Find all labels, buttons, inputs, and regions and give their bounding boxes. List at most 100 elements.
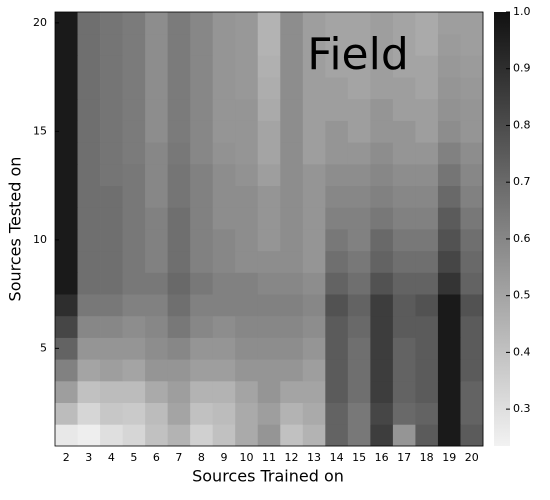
heatmap-cell <box>100 185 123 208</box>
heatmap-cell <box>257 250 281 273</box>
heatmap-cell <box>302 337 326 360</box>
heatmap-cell <box>190 250 214 273</box>
heatmap-cell <box>55 294 78 317</box>
heatmap-cell <box>370 12 394 35</box>
heatmap-cell <box>392 380 416 403</box>
heatmap-cell <box>190 120 214 143</box>
heatmap-cell <box>235 185 259 208</box>
heatmap-cell <box>257 424 281 447</box>
heatmap-cell <box>347 77 371 100</box>
heatmap-cell <box>302 120 326 143</box>
heatmap-cell <box>145 250 169 273</box>
heatmap-cell <box>122 272 146 295</box>
heatmap-cell <box>437 77 461 100</box>
heatmap-cell <box>77 98 101 121</box>
heatmap-cell <box>212 55 236 78</box>
heatmap-cell <box>190 55 214 78</box>
heatmap-cell <box>212 294 236 317</box>
heatmap-cell <box>257 163 281 186</box>
heatmap-cell <box>235 98 259 121</box>
heatmap-cell <box>122 250 146 273</box>
heatmap-cell <box>370 77 394 100</box>
heatmap-cell <box>55 55 78 78</box>
heatmap-cell <box>415 250 439 273</box>
heatmap-cell <box>55 163 78 186</box>
heatmap-cell <box>55 185 78 208</box>
heatmap-cell <box>370 315 394 338</box>
heatmap-cell <box>167 359 191 382</box>
heatmap-cell <box>370 272 394 295</box>
heatmap-cell <box>235 359 259 382</box>
heatmap-cell <box>257 207 281 230</box>
heatmap-cell <box>55 142 78 165</box>
heatmap-cell <box>437 424 461 447</box>
heatmap-cell <box>325 55 349 78</box>
heatmap-cell <box>392 55 416 78</box>
heatmap-cell <box>392 250 416 273</box>
heatmap-cell <box>212 33 236 56</box>
heatmap-cell <box>280 12 304 35</box>
heatmap-cell <box>437 185 461 208</box>
heatmap-cell <box>392 359 416 382</box>
colorbar-tick-label: 0.9 <box>513 62 531 75</box>
heatmap-cell <box>392 294 416 317</box>
heatmap-cell <box>280 33 304 56</box>
heatmap-cell <box>280 207 304 230</box>
heatmap-cell <box>167 163 191 186</box>
heatmap-cell <box>235 402 259 425</box>
heatmap-cell <box>325 185 349 208</box>
heatmap-cell <box>415 12 439 35</box>
heatmap-cell <box>437 402 461 425</box>
heatmap-cell <box>325 359 349 382</box>
heatmap-cell <box>415 402 439 425</box>
x-tick-label: 9 <box>220 451 227 464</box>
heatmap-cell <box>100 315 123 338</box>
heatmap-cell <box>325 380 349 403</box>
heatmap-cell <box>77 380 101 403</box>
heatmap-cell <box>122 77 146 100</box>
heatmap-cell <box>347 424 371 447</box>
heatmap-cell <box>325 207 349 230</box>
heatmap-cell <box>212 315 236 338</box>
heatmap-cell <box>100 142 123 165</box>
heatmap-cell <box>167 380 191 403</box>
heatmap-cell <box>235 33 259 56</box>
heatmap-cell <box>122 315 146 338</box>
heatmap-cell <box>437 55 461 78</box>
heatmap-cell <box>415 142 439 165</box>
heatmap-cell <box>460 359 484 382</box>
heatmap-cell <box>280 294 304 317</box>
heatmap-cell <box>167 402 191 425</box>
heatmap-cell <box>122 380 146 403</box>
heatmap-cell <box>122 294 146 317</box>
heatmap-cell <box>55 33 78 56</box>
heatmap-cell <box>392 120 416 143</box>
heatmap-cell <box>325 142 349 165</box>
heatmap-cell <box>235 272 259 295</box>
colorbar <box>494 12 510 446</box>
annotation: Field <box>307 29 409 80</box>
heatmap-cell <box>392 33 416 56</box>
heatmap-cell <box>190 359 214 382</box>
heatmap-cell <box>415 380 439 403</box>
x-tick-label: 12 <box>285 451 299 464</box>
heatmap-cell <box>212 12 236 35</box>
heatmap-cell <box>370 33 394 56</box>
heatmap-cell <box>415 229 439 252</box>
heatmap-cell <box>100 120 123 143</box>
heatmap-cell <box>325 33 349 56</box>
heatmap-cell <box>392 229 416 252</box>
heatmap-cell <box>280 359 304 382</box>
heatmap-cell <box>302 359 326 382</box>
heatmap-cell <box>55 120 78 143</box>
heatmap-cell <box>257 77 281 100</box>
heatmap-cell <box>167 33 191 56</box>
y-tick-label: 15 <box>33 124 47 137</box>
heatmap-cell <box>145 315 169 338</box>
heatmap-cell <box>235 207 259 230</box>
heatmap-cell <box>392 12 416 35</box>
heatmap-cell <box>257 294 281 317</box>
heatmap-cell <box>437 207 461 230</box>
x-tick-label: 5 <box>130 451 137 464</box>
heatmap-cell <box>167 98 191 121</box>
